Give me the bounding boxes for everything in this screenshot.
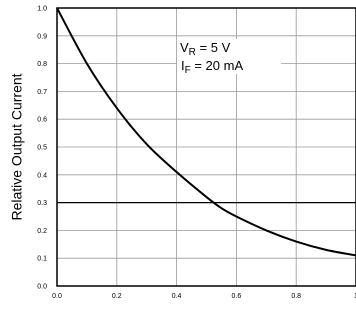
x-tick-label: 1: [354, 293, 356, 300]
y-tick-label: 0.2: [37, 228, 47, 235]
y-tick-label: 0.9: [37, 33, 47, 40]
x-tick-label: 0.4: [172, 293, 182, 300]
series-line: [56, 7, 356, 257]
annotation-v: V: [180, 40, 189, 55]
annotation-i-rest: = 20 mA: [191, 58, 244, 73]
y-tick-label: 0.5: [37, 145, 47, 152]
y-tick-label: 0.8: [37, 61, 47, 68]
y-tick-label: 0.7: [37, 89, 47, 96]
annotation-background: [177, 39, 281, 74]
x-tick-label: 0.0: [52, 293, 62, 300]
y-tick-label: 0.3: [37, 200, 47, 207]
annotation-line-1: VR = 5 V: [180, 40, 231, 58]
annotation-v-sub: R: [189, 47, 196, 58]
annotation: VR = 5 V IF = 20 mA: [177, 39, 281, 76]
x-tick-label: 0.8: [291, 293, 301, 300]
y-tick-labels: 0.0 0.1 0.2 0.3 0.4 0.5 0.6 0.7 0.8 0.9 1.0: [37, 6, 47, 291]
annotation-i: I: [181, 58, 185, 73]
x-tick-label: 0.6: [232, 293, 242, 300]
x-tick-labels: 0.0 0.2 0.4 0.6 0.8 1: [52, 293, 356, 300]
y-tick-label: 0.0: [37, 284, 47, 291]
annotation-v-rest: = 5 V: [196, 40, 231, 55]
y-tick-label: 1.0: [37, 6, 47, 13]
x-tick-label: 0.2: [112, 293, 122, 300]
y-tick-label: 0.1: [37, 256, 47, 263]
plot-frame: [56, 7, 356, 287]
y-tick-label: 0.6: [37, 117, 47, 124]
annotation-i-sub: F: [185, 65, 191, 76]
y-tick-label: 0.4: [37, 172, 47, 179]
annotation-line-2: IF = 20 mA: [181, 58, 243, 76]
y-axis-label: Relative Output Current: [9, 73, 25, 220]
